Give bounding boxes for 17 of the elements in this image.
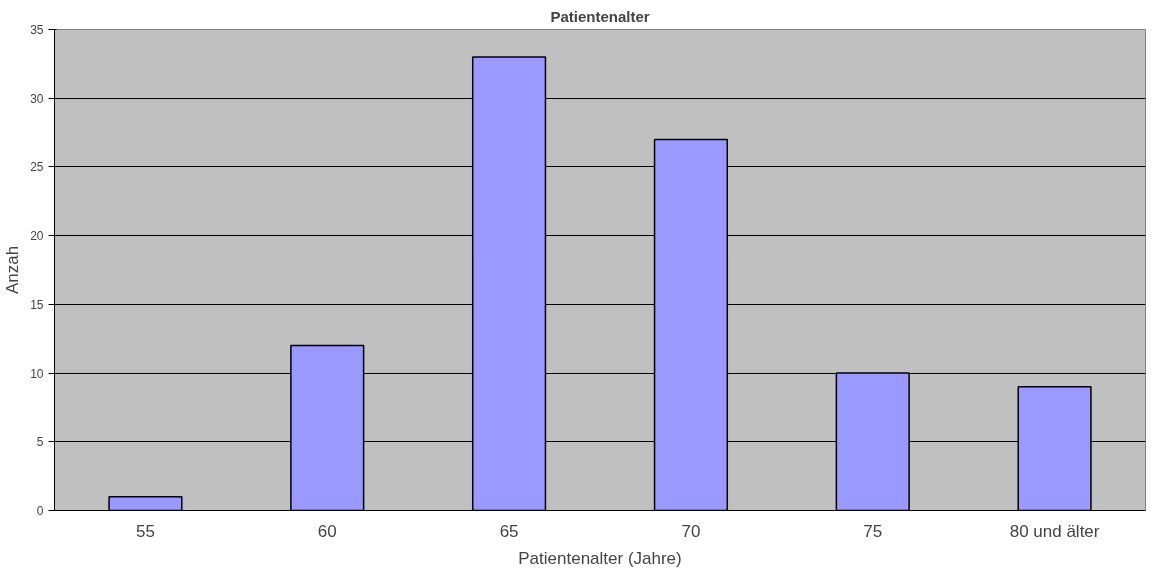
x-tick-label: 70 bbox=[681, 521, 701, 541]
x-axis-title: Patientenalter (Jahre) bbox=[518, 548, 682, 568]
x-tick-label: 75 bbox=[863, 521, 883, 541]
y-axis-title: Anzah bbox=[3, 245, 23, 295]
x-tick-label: 80 und älter bbox=[1009, 521, 1100, 541]
y-tick-label: 35 bbox=[30, 23, 44, 37]
y-tick-label: 25 bbox=[30, 160, 44, 175]
y-tick-label: 15 bbox=[30, 297, 44, 312]
y-tick-label: 20 bbox=[30, 229, 44, 244]
y-tick-label: 0 bbox=[36, 504, 44, 518]
chart-title: Patientenalter bbox=[550, 7, 650, 25]
y-tick-label: 30 bbox=[30, 91, 44, 106]
x-tick-label: 65 bbox=[499, 521, 519, 541]
y-tick-label: 10 bbox=[30, 366, 44, 381]
x-tick-label: 55 bbox=[135, 521, 155, 541]
y-tick-label: 5 bbox=[36, 435, 44, 450]
x-tick-label: 60 bbox=[317, 521, 337, 541]
